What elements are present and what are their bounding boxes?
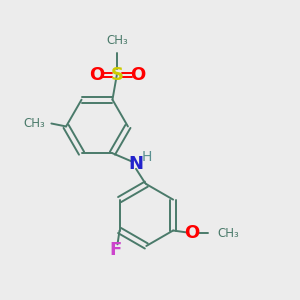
Text: F: F xyxy=(109,241,121,259)
Text: O: O xyxy=(130,66,145,84)
Text: CH₃: CH₃ xyxy=(24,117,46,130)
Text: N: N xyxy=(128,154,143,172)
Text: O: O xyxy=(88,66,104,84)
Text: O: O xyxy=(184,224,200,242)
Text: S: S xyxy=(110,66,123,84)
Text: CH₃: CH₃ xyxy=(106,34,128,47)
Text: CH₃: CH₃ xyxy=(217,227,239,240)
Text: H: H xyxy=(142,150,152,164)
